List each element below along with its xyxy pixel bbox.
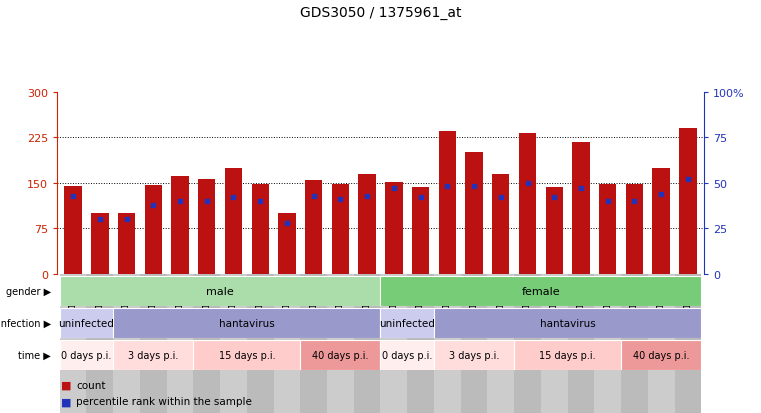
Bar [113,274,140,413]
Bar [220,274,247,413]
Text: percentile rank within the sample: percentile rank within the sample [76,396,252,406]
Bar [301,340,380,370]
Bar [434,308,701,338]
Bar [438,132,456,274]
Text: hantavirus: hantavirus [219,318,275,328]
Text: 3 days p.i.: 3 days p.i. [449,350,499,360]
Text: ■: ■ [61,380,72,390]
Bar [87,274,113,413]
Bar [60,308,113,338]
Text: hantavirus: hantavirus [540,318,595,328]
Bar [140,274,167,413]
Bar [599,185,616,274]
Bar [460,274,487,413]
Text: 3 days p.i.: 3 days p.i. [128,350,179,360]
Bar [91,214,109,274]
Bar [648,274,674,413]
Bar [487,274,514,413]
Bar [621,340,701,370]
Bar [546,188,563,274]
Bar [652,168,670,274]
Bar [380,340,434,370]
Bar [674,274,701,413]
Bar [198,180,215,274]
Text: male: male [206,286,234,296]
Text: time ▶: time ▶ [18,350,51,360]
Bar [380,274,407,413]
Text: 0 days p.i.: 0 days p.i. [382,350,432,360]
Bar [385,182,403,274]
Bar [354,274,380,413]
Bar [514,274,541,413]
Bar [113,340,193,370]
Text: infection ▶: infection ▶ [0,318,51,328]
Text: 40 days p.i.: 40 days p.i. [312,350,368,360]
Bar [519,134,537,274]
Bar [380,276,701,306]
Bar [358,174,376,274]
Bar [572,142,590,274]
Bar [434,340,514,370]
Bar [626,185,643,274]
Text: uninfected: uninfected [59,318,114,328]
Bar [274,274,301,413]
Bar [380,308,434,338]
Text: GDS3050 / 1375961_at: GDS3050 / 1375961_at [300,6,461,20]
Bar [680,129,696,274]
Bar [171,176,189,274]
Bar [60,276,380,306]
Bar [492,174,509,274]
Bar [407,274,434,413]
Bar [621,274,648,413]
Bar [466,153,482,274]
Bar [568,274,594,413]
Bar [118,214,135,274]
Text: 40 days p.i.: 40 days p.i. [633,350,689,360]
Bar [327,274,354,413]
Text: gender ▶: gender ▶ [6,286,51,296]
Bar [193,274,220,413]
Bar [167,274,193,413]
Bar [60,274,87,413]
Bar [305,180,323,274]
Text: 15 days p.i.: 15 days p.i. [218,350,275,360]
Bar [60,340,113,370]
Text: count: count [76,380,106,390]
Bar [224,168,242,274]
Bar [332,185,349,274]
Bar [434,274,460,413]
Text: ■: ■ [61,396,72,406]
Bar [193,340,301,370]
Bar [247,274,274,413]
Bar [145,185,162,274]
Bar [514,340,621,370]
Bar [279,214,295,274]
Bar [541,274,568,413]
Text: female: female [521,286,560,296]
Bar [65,186,81,274]
Bar [301,274,327,413]
Text: 0 days p.i.: 0 days p.i. [62,350,112,360]
Bar [252,185,269,274]
Bar [412,188,429,274]
Text: 15 days p.i.: 15 days p.i. [540,350,596,360]
Bar [594,274,621,413]
Text: uninfected: uninfected [379,318,435,328]
Bar [113,308,380,338]
